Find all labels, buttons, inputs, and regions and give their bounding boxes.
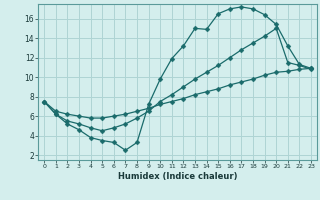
X-axis label: Humidex (Indice chaleur): Humidex (Indice chaleur) <box>118 172 237 181</box>
